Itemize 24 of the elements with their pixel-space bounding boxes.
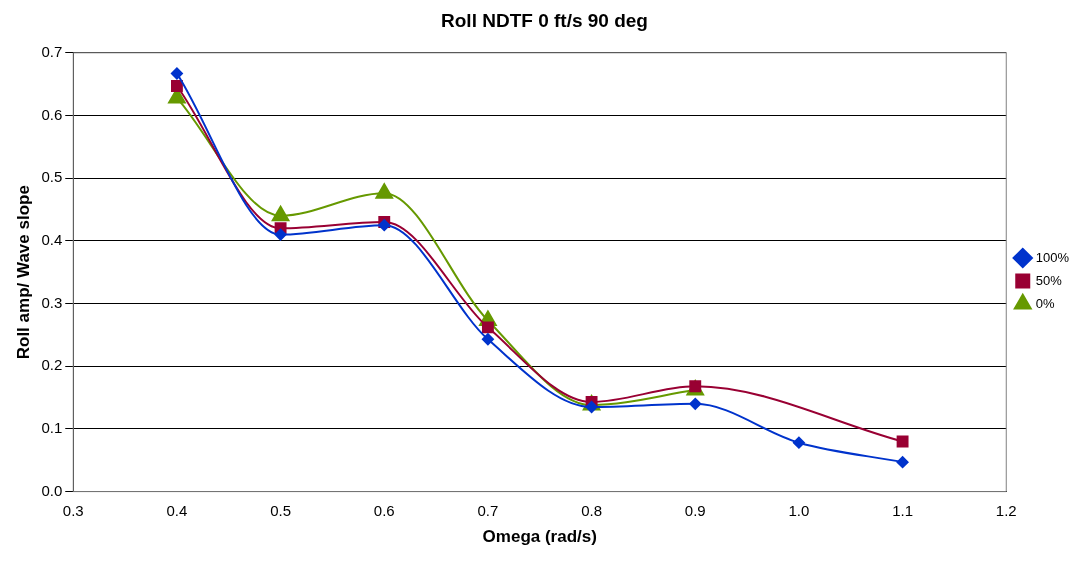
- y-tick-label: 0.0: [41, 481, 63, 499]
- x-tick-label: 1.0: [788, 501, 810, 519]
- y-tick-label: 0.1: [41, 419, 63, 437]
- x-axis-title: Omega (rad/s): [482, 527, 597, 547]
- y-tick-label: 0.7: [41, 42, 63, 60]
- x-tick-label: 0.9: [684, 501, 706, 519]
- y-axis-title: Roll amp/ Wave slope: [13, 185, 33, 360]
- y-tick-label: 0.3: [41, 293, 63, 311]
- x-tick-label: 0.3: [62, 501, 84, 519]
- x-tick-label: 0.4: [166, 501, 188, 519]
- legend-label: 100%: [1035, 249, 1070, 265]
- y-tick-label: 0.6: [41, 105, 63, 123]
- x-tick-label: 0.5: [270, 501, 292, 519]
- y-tick-label: 0.4: [41, 231, 63, 248]
- x-tick-label: 1.2: [995, 501, 1017, 519]
- y-tick-label: 0.2: [41, 356, 63, 374]
- legend-label: 0%: [1035, 295, 1055, 311]
- chart-title: Roll NDTF 0 ft/s 90 deg: [441, 9, 648, 31]
- x-tick-label: 1.1: [892, 501, 914, 519]
- x-tick-label: 0.6: [373, 501, 395, 519]
- x-tick-label: 0.8: [581, 501, 603, 519]
- x-tick-label: 0.7: [477, 501, 499, 519]
- legend-label: 50%: [1035, 272, 1063, 288]
- y-tick-label: 0.5: [41, 168, 63, 186]
